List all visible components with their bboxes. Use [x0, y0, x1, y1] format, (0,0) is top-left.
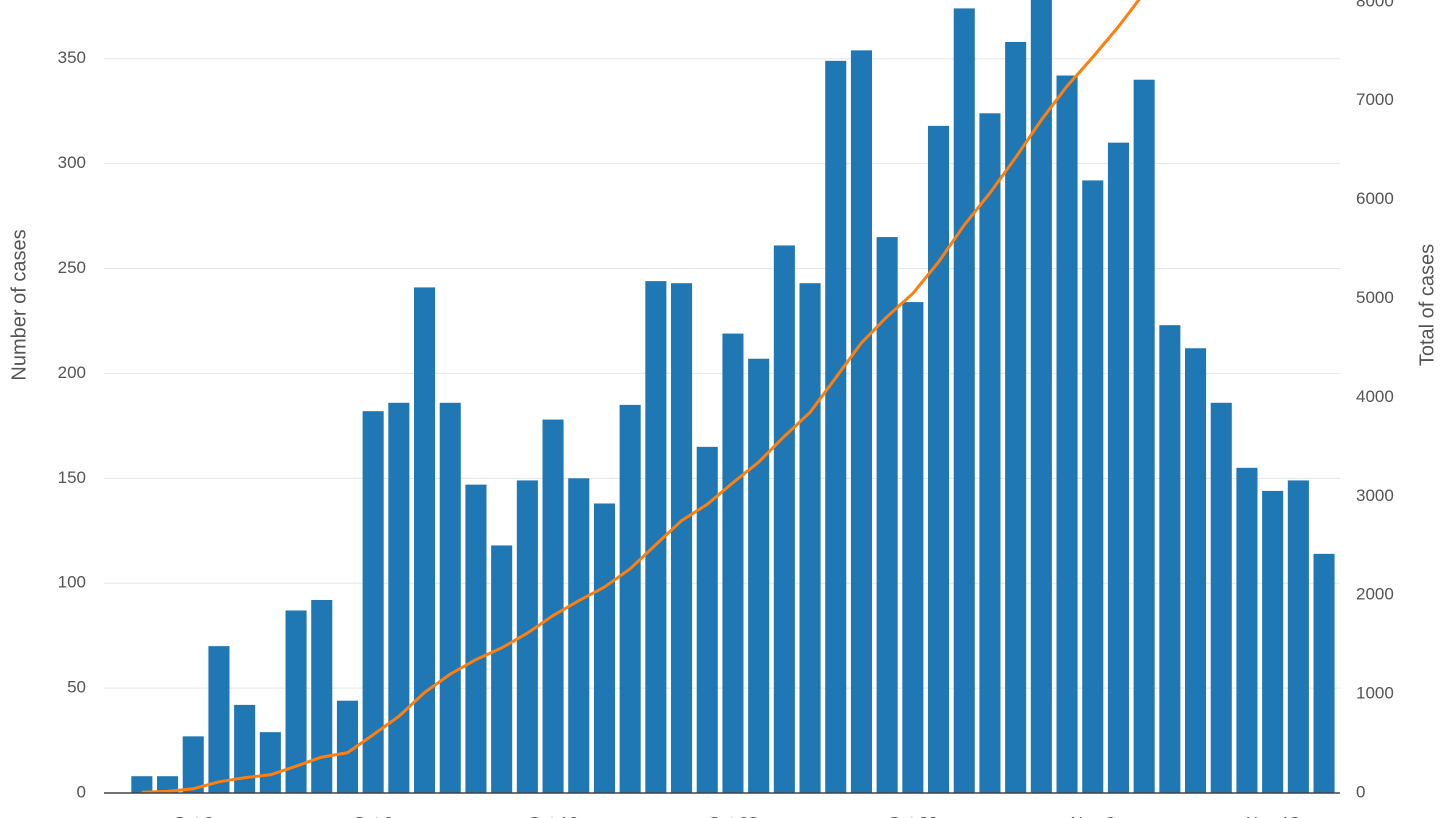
bar [362, 411, 384, 793]
bar [748, 358, 770, 793]
bar [645, 281, 667, 793]
bar [336, 700, 358, 793]
x-tick-label: Nov 6 [1071, 813, 1115, 818]
bar [542, 419, 564, 793]
y2-tick-label: 7000 [1356, 90, 1394, 109]
bar [1107, 142, 1129, 794]
bar [799, 283, 821, 793]
bar [876, 237, 898, 793]
y-tick-label: 150 [58, 468, 86, 487]
bar [1005, 41, 1027, 794]
bar [157, 776, 179, 793]
bar [208, 646, 230, 793]
bar [1133, 79, 1155, 793]
y-tick-label: 50 [67, 678, 86, 697]
x-tick-label: Oct 30 [888, 813, 938, 818]
bar [850, 50, 872, 794]
x-tick-label: Oct 16 [528, 813, 578, 818]
bar [1056, 75, 1078, 794]
bar [773, 245, 795, 793]
bar [1159, 325, 1181, 793]
bar [696, 446, 718, 793]
bar [491, 545, 513, 793]
y-tick-label: 300 [58, 153, 86, 172]
bar [619, 404, 641, 793]
bar [1210, 402, 1232, 793]
x-tick-label: Oct 23 [708, 813, 758, 818]
y-tick-label: 200 [58, 363, 86, 382]
y-tick-label: 350 [58, 48, 86, 67]
y-tick-label: 250 [58, 258, 86, 277]
y2-tick-label: 2000 [1356, 585, 1394, 604]
plot-area [131, 0, 1335, 794]
y2-tick-label: 4000 [1356, 387, 1394, 406]
bar [979, 113, 1001, 794]
bar [722, 333, 744, 793]
bar [825, 60, 847, 793]
bar [1082, 180, 1104, 794]
y2-tick-label: 0 [1356, 782, 1365, 801]
y2-tick-label: 8000 [1356, 0, 1394, 10]
bar [953, 8, 975, 793]
bar [465, 484, 487, 793]
y-axis-title: Number of cases [8, 229, 30, 380]
bar [285, 610, 307, 793]
bar [902, 302, 924, 793]
bar [439, 402, 461, 793]
x-tick-label: Oct 9 [353, 813, 394, 818]
y2-axis-title: Total of cases [1416, 244, 1438, 366]
y-tick-label: 100 [58, 573, 86, 592]
y2-tick-label: 3000 [1356, 486, 1394, 505]
bar [414, 287, 436, 793]
bar [1185, 348, 1207, 793]
bar [593, 503, 615, 793]
bar [388, 402, 410, 793]
bar [1236, 467, 1258, 793]
bar [516, 480, 538, 793]
x-tick-label: Oct 2 [173, 813, 214, 818]
bar [928, 125, 950, 793]
y2-tick-label: 5000 [1356, 288, 1394, 307]
x-tick-label: Nov 13 [1246, 813, 1300, 818]
bar [234, 704, 256, 793]
y2-tick-label: 1000 [1356, 684, 1394, 703]
bar [259, 732, 281, 793]
bar [671, 283, 693, 793]
bar [131, 776, 153, 793]
bar [182, 736, 204, 793]
y2-tick-label: 6000 [1356, 189, 1394, 208]
bar [1287, 480, 1309, 793]
line [141, 0, 1141, 794]
bar [1262, 490, 1284, 793]
bar [568, 478, 590, 793]
bar [1313, 553, 1335, 793]
y-tick-label: 0 [77, 782, 86, 801]
bar [1030, 0, 1052, 793]
bar [311, 599, 333, 793]
